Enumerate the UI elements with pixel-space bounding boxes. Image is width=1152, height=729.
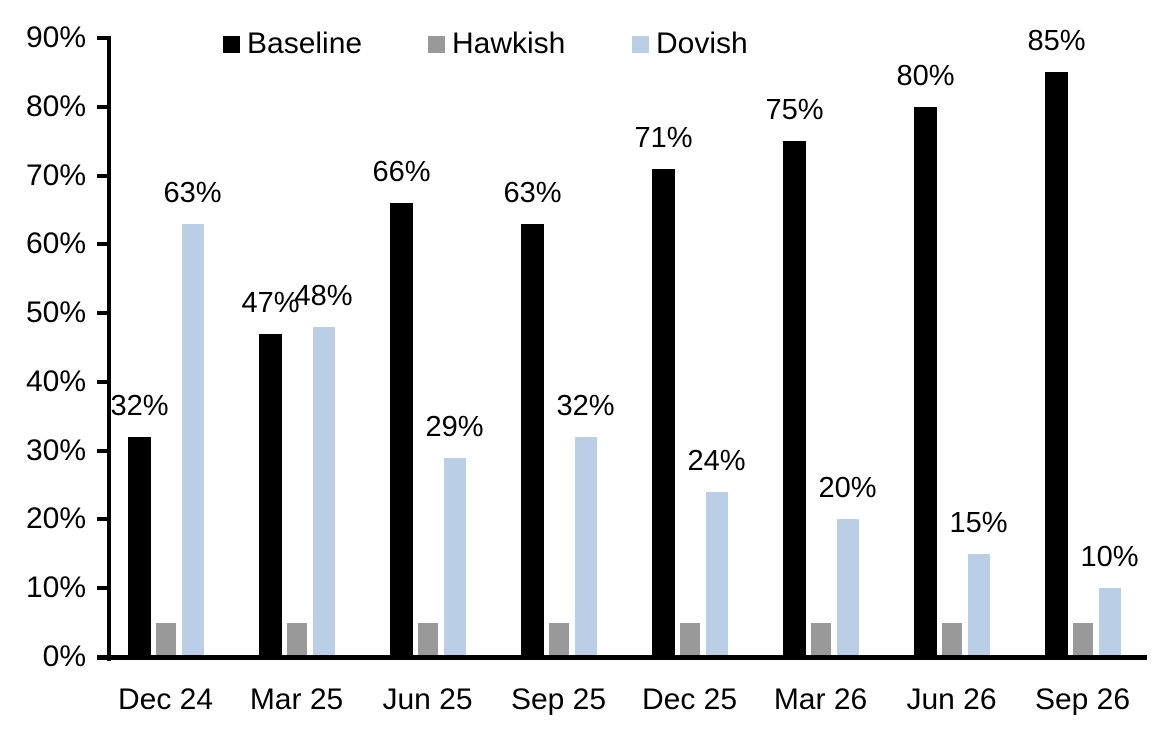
bar-hawkish-6 bbox=[941, 622, 962, 657]
bar-baseline-7 bbox=[1045, 72, 1068, 657]
bar-hawkish-3 bbox=[548, 622, 569, 657]
y-tick-label: 50% bbox=[25, 296, 86, 330]
bar-dovish-1 bbox=[312, 326, 335, 657]
bar-hawkish-1 bbox=[286, 622, 307, 657]
legend-label-dovish: Dovish bbox=[656, 27, 748, 60]
x-tick-label: Sep 25 bbox=[510, 683, 607, 716]
y-axis-line bbox=[107, 36, 111, 661]
bar-baseline-1 bbox=[259, 333, 282, 657]
bar-dovish-2 bbox=[443, 457, 466, 657]
y-tick-label: 90% bbox=[25, 21, 86, 54]
bar-baseline-5 bbox=[783, 141, 806, 657]
legend-item-baseline: Baseline bbox=[223, 27, 362, 61]
x-tick-label: Dec 25 bbox=[641, 683, 738, 716]
x-tick-label: Sep 26 bbox=[1034, 683, 1131, 716]
data-label-dovish-5: 20% bbox=[818, 472, 877, 505]
legend-label-baseline: Baseline bbox=[247, 27, 363, 60]
data-label-baseline-3: 63% bbox=[503, 176, 562, 209]
data-label-baseline-1: 47% bbox=[241, 286, 300, 319]
bar-dovish-4 bbox=[705, 491, 728, 657]
data-label-dovish-6: 15% bbox=[949, 506, 1008, 539]
bar-hawkish-2 bbox=[417, 622, 438, 657]
data-label-baseline-0: 32% bbox=[110, 389, 169, 422]
legend-swatch-hawkish-icon bbox=[428, 35, 445, 53]
y-axis-tick bbox=[97, 448, 107, 453]
data-label-dovish-1: 48% bbox=[294, 279, 353, 312]
x-tick-label: Mar 26 bbox=[773, 683, 868, 716]
bar-baseline-3 bbox=[521, 223, 544, 657]
y-axis-tick bbox=[97, 379, 107, 384]
y-axis-tick bbox=[97, 104, 107, 109]
data-label-baseline-2: 66% bbox=[372, 156, 431, 189]
data-label-dovish-0: 63% bbox=[163, 176, 222, 209]
y-tick-label: 20% bbox=[25, 502, 86, 536]
bar-baseline-6 bbox=[914, 106, 937, 657]
y-axis-tick bbox=[97, 586, 107, 591]
y-tick-label: 60% bbox=[25, 227, 86, 261]
bar-hawkish-7 bbox=[1072, 622, 1093, 657]
y-axis-tick bbox=[97, 36, 107, 40]
y-axis-tick bbox=[97, 655, 107, 659]
legend-item-dovish: Dovish bbox=[632, 27, 748, 61]
data-label-baseline-4: 71% bbox=[634, 121, 693, 154]
bar-hawkish-0 bbox=[155, 622, 176, 657]
data-label-dovish-2: 29% bbox=[425, 410, 484, 443]
y-axis-tick bbox=[97, 173, 107, 178]
x-axis-line bbox=[97, 655, 1147, 660]
x-tick-label: Mar 25 bbox=[249, 683, 344, 716]
data-label-dovish-7: 10% bbox=[1080, 541, 1139, 574]
x-tick-label: Jun 25 bbox=[382, 683, 473, 716]
bar-dovish-0 bbox=[181, 223, 204, 657]
bar-baseline-2 bbox=[390, 203, 413, 657]
legend-item-hawkish: Hawkish bbox=[428, 27, 565, 61]
data-label-baseline-5: 75% bbox=[765, 94, 824, 127]
y-tick-label: 30% bbox=[25, 433, 86, 467]
bar-baseline-0 bbox=[128, 436, 151, 657]
y-axis-tick bbox=[97, 242, 107, 247]
y-tick-label: 80% bbox=[25, 89, 86, 123]
y-axis-tick bbox=[97, 517, 107, 522]
y-axis-tick bbox=[97, 311, 107, 316]
bar-baseline-4 bbox=[652, 168, 675, 657]
bar-dovish-7 bbox=[1098, 588, 1121, 657]
legend-swatch-baseline-icon bbox=[223, 35, 240, 53]
data-label-dovish-3: 32% bbox=[556, 389, 615, 422]
y-tick-label: 70% bbox=[25, 158, 86, 192]
bar-dovish-3 bbox=[574, 436, 597, 657]
bar-hawkish-5 bbox=[810, 622, 831, 657]
x-tick-label: Dec 24 bbox=[117, 683, 214, 716]
y-tick-label: 10% bbox=[25, 571, 86, 605]
bar-dovish-5 bbox=[836, 519, 859, 657]
x-tick-label: Jun 26 bbox=[906, 683, 997, 716]
bar-dovish-6 bbox=[967, 553, 990, 657]
legend-label-hawkish: Hawkish bbox=[452, 27, 566, 60]
data-label-dovish-4: 24% bbox=[687, 444, 746, 477]
bar-hawkish-4 bbox=[679, 622, 700, 657]
y-tick-label: 40% bbox=[25, 364, 86, 398]
legend-swatch-dovish-icon bbox=[632, 35, 649, 53]
data-label-baseline-7: 85% bbox=[1027, 25, 1086, 58]
y-tick-label: 0% bbox=[42, 640, 86, 673]
data-label-baseline-6: 80% bbox=[896, 59, 955, 92]
